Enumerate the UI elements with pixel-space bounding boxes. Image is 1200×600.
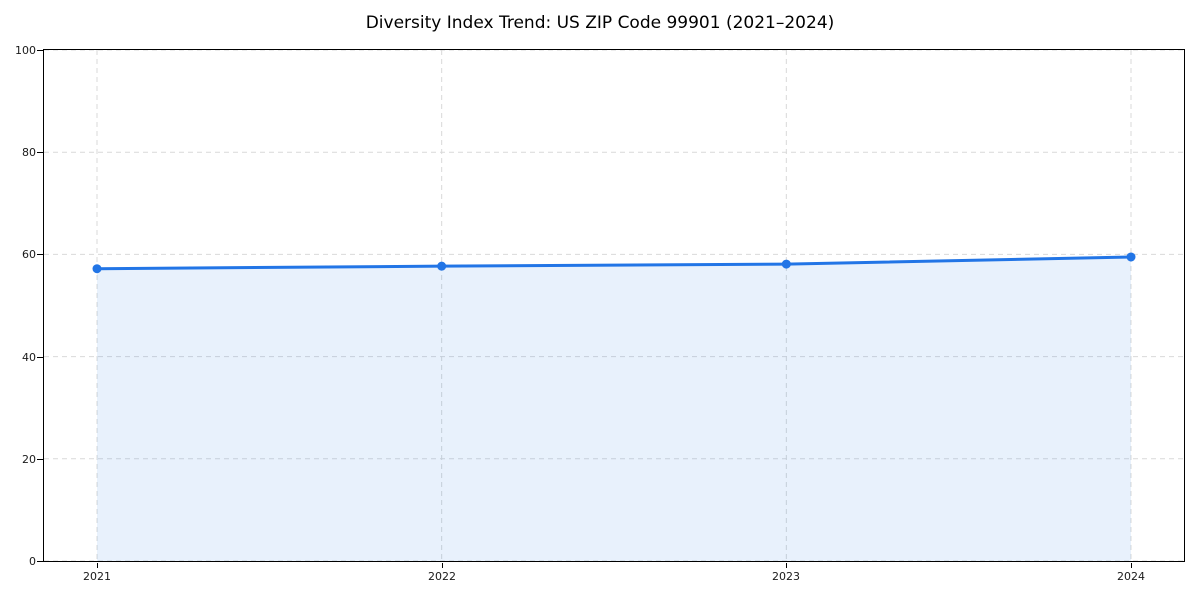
- x-axis-tick: [1131, 563, 1132, 568]
- x-tick-label: 2023: [772, 570, 800, 583]
- y-axis-tick: [37, 357, 43, 358]
- x-tick-label: 2024: [1117, 570, 1145, 583]
- y-tick-label: 20: [22, 453, 36, 466]
- x-tick-label: 2022: [428, 570, 456, 583]
- area-fill: [97, 256, 1131, 561]
- y-tick-label: 100: [15, 44, 36, 57]
- y-axis-tick: [37, 459, 43, 460]
- y-tick-label: 60: [22, 248, 36, 261]
- trend-line: [95, 255, 1133, 271]
- y-axis-tick: [37, 152, 43, 153]
- y-axis-tick: [37, 561, 43, 562]
- y-tick-label: 80: [22, 146, 36, 159]
- x-axis-tick: [786, 563, 787, 568]
- data-point-marker: [92, 264, 102, 274]
- data-point-marker: [1126, 252, 1136, 262]
- data-point-marker: [781, 259, 791, 269]
- y-tick-label: 40: [22, 351, 36, 364]
- x-axis-tick: [442, 563, 443, 568]
- x-tick-label: 2021: [83, 570, 111, 583]
- x-axis-tick: [97, 563, 98, 568]
- chart-title: Diversity Index Trend: US ZIP Code 99901…: [365, 13, 835, 33]
- y-tick-label: 0: [29, 555, 36, 568]
- y-axis-tick: [37, 50, 43, 51]
- line-chart-canvas: [44, 50, 1184, 561]
- plot-area: [43, 49, 1185, 562]
- data-point-marker: [437, 261, 447, 271]
- y-axis-tick: [37, 254, 43, 255]
